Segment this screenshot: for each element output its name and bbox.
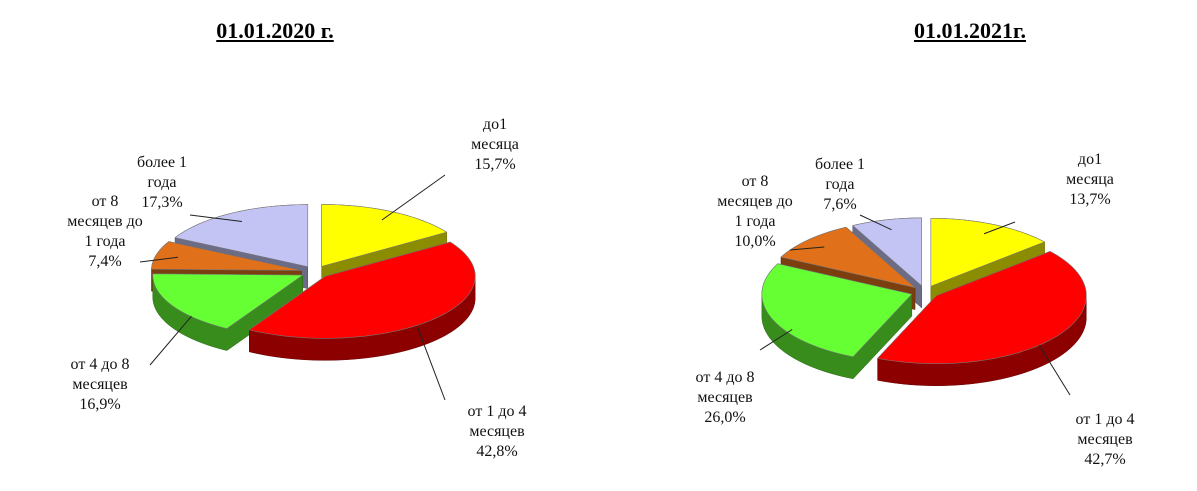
slice bbox=[780, 226, 916, 288]
category-label: до1 месяца bbox=[471, 116, 519, 153]
category-label: от 1 до 4 месяцев bbox=[467, 403, 527, 440]
data-label: от 8 месяцев до 1 года 10,0% bbox=[715, 172, 795, 252]
value-label: 42,8% bbox=[476, 443, 518, 460]
category-label: от 8 месяцев до 1 года bbox=[717, 173, 793, 230]
leader-line bbox=[983, 221, 1016, 235]
category-label: более 1 года bbox=[136, 154, 188, 191]
value-label: 17,3% bbox=[141, 194, 183, 211]
value-label: 16,9% bbox=[79, 396, 121, 413]
slice bbox=[248, 241, 476, 339]
category-label: от 4 до 8 месяцев bbox=[70, 356, 130, 393]
category-label: до1 месяца bbox=[1066, 151, 1114, 188]
value-label: 15,7% bbox=[474, 156, 516, 173]
data-label: от 1 до 4 месяцев 42,8% bbox=[452, 402, 542, 462]
leader-line bbox=[417, 327, 446, 401]
value-label: 7,4% bbox=[88, 253, 122, 270]
slice bbox=[761, 263, 913, 358]
data-label: более 1 года 17,3% bbox=[127, 153, 197, 213]
category-label: от 4 до 8 месяцев bbox=[695, 369, 755, 406]
slice bbox=[876, 251, 1087, 365]
value-label: 7,6% bbox=[823, 196, 857, 213]
data-label: от 4 до 8 месяцев 26,0% bbox=[680, 368, 770, 428]
value-label: 10,0% bbox=[734, 233, 776, 250]
data-label: от 1 до 4 месяцев 42,7% bbox=[1060, 410, 1150, 470]
category-label: от 1 до 4 месяцев bbox=[1075, 411, 1135, 448]
data-label: от 4 до 8 месяцев 16,9% bbox=[55, 355, 145, 415]
chart-title: 01.01.2021г. bbox=[913, 18, 1027, 43]
category-label: от 8 месяцев до 1 года bbox=[67, 193, 143, 250]
leader-line bbox=[1038, 344, 1071, 396]
data-label: до1 месяца 15,7% bbox=[460, 115, 530, 175]
leader-line bbox=[139, 256, 179, 263]
value-label: 13,7% bbox=[1069, 191, 1111, 208]
slice bbox=[151, 241, 302, 271]
category-label: более 1 года bbox=[814, 156, 866, 193]
slice bbox=[174, 204, 309, 267]
slice bbox=[930, 217, 1046, 287]
chart-title: 01.01.2020 г. bbox=[216, 18, 334, 43]
value-label: 26,0% bbox=[704, 409, 746, 426]
leader-line bbox=[789, 246, 825, 251]
data-label: более 1 года 7,6% bbox=[805, 155, 875, 215]
leader-line bbox=[859, 214, 892, 231]
leader-line bbox=[759, 329, 793, 351]
leader-line bbox=[381, 174, 446, 221]
leader-line bbox=[149, 315, 192, 366]
data-label: от 8 месяцев до 1 года 7,4% bbox=[65, 192, 145, 272]
slice bbox=[852, 217, 922, 287]
slice bbox=[152, 273, 304, 329]
value-label: 42,7% bbox=[1084, 451, 1126, 468]
leader-line bbox=[189, 214, 242, 222]
data-label: до1 месяца 13,7% bbox=[1055, 150, 1125, 210]
